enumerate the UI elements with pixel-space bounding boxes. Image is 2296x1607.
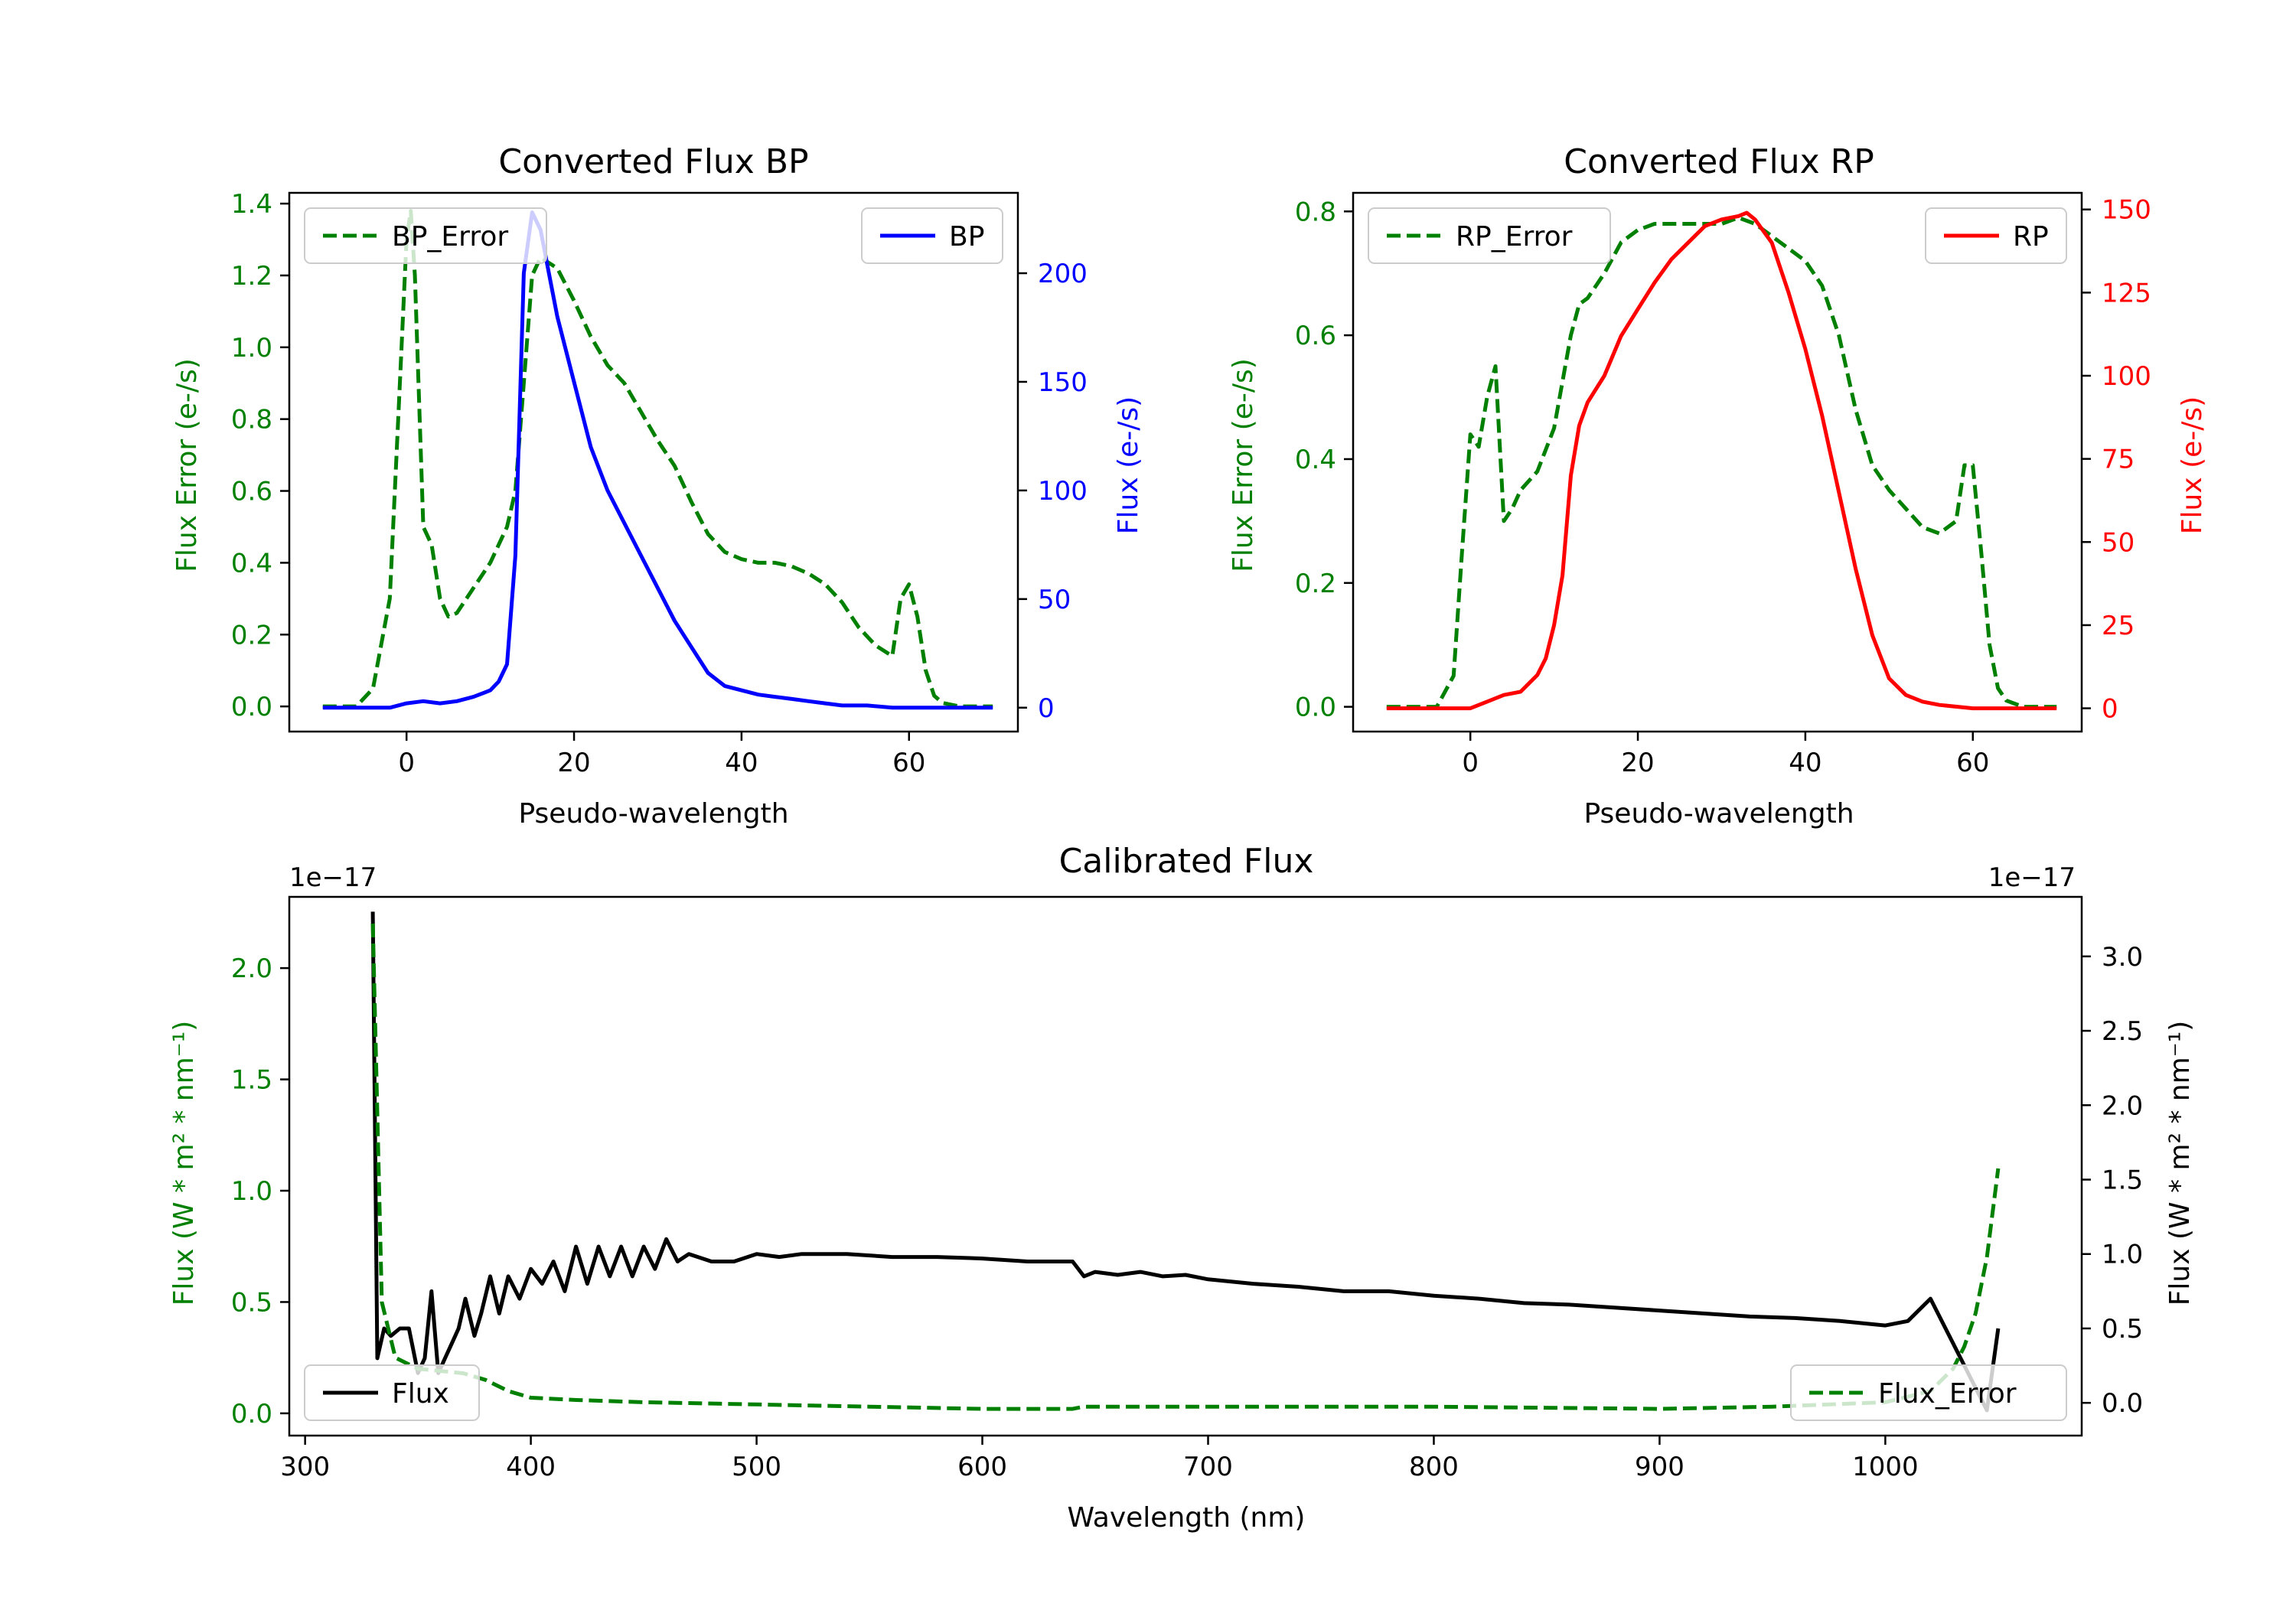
chart-rp-ytick-left-label: 0.8 — [1295, 197, 1336, 227]
chart-rp-series-rp — [1386, 210, 2057, 711]
chart-bp-plot: 0 20 40 60 0.0 0.2 0.4 0.6 0.8 1.0 1.2 1.4 0 50 100 150… — [231, 189, 1088, 778]
chart-bp-legend-bp-error: BP_Error — [304, 207, 547, 264]
chart-rp-xtick-label: 0 — [1462, 748, 1479, 778]
chart-bp-ytick-left-label: 0.2 — [231, 620, 272, 650]
legend-label: RP_Error — [1456, 221, 1573, 253]
chart-calibrated-ytick-right-label: 0.0 — [2102, 1388, 2143, 1419]
chart-rp-ytick-left-label: 0.4 — [1295, 445, 1336, 475]
chart-calibrated-ytick-right-label: 1.0 — [2102, 1240, 2143, 1270]
legend-box — [304, 1364, 480, 1421]
chart-rp-frame — [1352, 191, 2083, 733]
chart-calibrated-xtick-label: 300 — [280, 1452, 330, 1482]
chart-bp-ytick-right-label: 0 — [1038, 693, 1055, 724]
legend-box — [1368, 207, 1611, 264]
chart-rp-ytick-left-label: 0.0 — [1295, 693, 1336, 723]
chart-rp-legend-rp-error: RP_Error — [1368, 207, 1611, 264]
chart-bp-ylabel-right: Flux (e-/s) — [1113, 396, 1144, 534]
legend-box — [1790, 1364, 2067, 1421]
chart-bp-frame — [288, 191, 1019, 733]
chart-bp-ytick-left-label: 0.4 — [231, 548, 272, 579]
chart-calibrated-ylabel-right: Flux (W * m² * nm⁻¹) — [2164, 1021, 2196, 1306]
chart-rp-ytick-right-label: 75 — [2102, 445, 2135, 475]
chart-calibrated-title: Calibrated Flux — [1059, 842, 1314, 881]
chart-calibrated-ytick-right-label: 2.0 — [2102, 1090, 2143, 1121]
chart-bp-series-bp — [322, 210, 993, 710]
chart-bp-title: Converted Flux BP — [498, 142, 808, 181]
legend-label: Flux_Error — [1878, 1378, 2017, 1410]
chart-rp: Converted Flux RP 0 20 40 60 0.0 0.2 0.4 0.6 0.8… — [1228, 142, 2208, 830]
chart-rp-xtick-label: 40 — [1789, 748, 1821, 778]
chart-rp-title: Converted Flux RP — [1564, 142, 1874, 181]
chart-bp-ytick-left-label: 0.6 — [231, 477, 272, 507]
chart-bp-ytick-left-label: 0.8 — [231, 405, 272, 435]
legend-box — [304, 207, 547, 264]
chart-calibrated-ytick-left-label: 0.0 — [231, 1399, 272, 1429]
legend-label: RP — [2013, 221, 2049, 253]
chart-calibrated-plot: 300 400 500 600 700 800 900 1000 0.0 0.5 1.0 1.5 2.0… — [231, 895, 2143, 1482]
chart-bp-ytick-left-label: 1.4 — [231, 189, 272, 220]
chart-bp-ytick-right-label: 100 — [1038, 476, 1088, 507]
chart-calibrated-frame — [288, 895, 2083, 1437]
chart-rp-xtick-label: 60 — [1956, 748, 1989, 778]
chart-bp-xtick-label: 60 — [892, 748, 925, 778]
chart-calibrated-ytick-right-label: 0.5 — [2102, 1314, 2143, 1345]
chart-bp-legend-bp: BP — [861, 207, 1003, 264]
chart-calibrated-ytick-left-label: 0.5 — [231, 1287, 272, 1318]
chart-bp-xlabel: Pseudo-wavelength — [518, 798, 788, 830]
legend-label: BP_Error — [392, 221, 508, 253]
chart-calibrated-xtick-label: 800 — [1409, 1452, 1459, 1482]
chart-calibrated-offset-left: 1e−17 — [289, 862, 377, 893]
legend-label: Flux — [392, 1378, 449, 1410]
chart-rp-ylabel-left: Flux Error (e-/s) — [1228, 358, 1259, 572]
chart-rp-ytick-right-label: 25 — [2102, 611, 2135, 641]
chart-bp-xtick-label: 20 — [557, 748, 590, 778]
chart-calibrated-xtick-label: 700 — [1183, 1452, 1233, 1482]
chart-rp-ytick-left-label: 0.2 — [1295, 569, 1336, 599]
chart-bp: Converted Flux BP 0 20 40 60 0.0 0.2 0.4 0.6 0.8… — [171, 142, 1144, 830]
chart-rp-ytick-right-label: 50 — [2102, 527, 2135, 558]
chart-calibrated-xtick-label: 900 — [1635, 1452, 1684, 1482]
chart-rp-legend-rp: RP — [1925, 207, 2067, 264]
chart-bp-xtick-label: 40 — [725, 748, 758, 778]
chart-bp-ytick-left-label: 1.2 — [231, 261, 272, 292]
chart-bp-ytick-right-label: 50 — [1038, 585, 1071, 615]
chart-bp-ytick-left-label: 0.0 — [231, 692, 272, 722]
chart-rp-xlabel: Pseudo-wavelength — [1583, 798, 1854, 830]
chart-rp-series-rp-error — [1386, 215, 2057, 709]
chart-bp-ytick-right-label: 150 — [1038, 367, 1088, 398]
chart-bp-xtick-label: 0 — [398, 748, 415, 778]
chart-calibrated-ytick-right-label: 3.0 — [2102, 942, 2143, 973]
chart-calibrated-xtick-label: 600 — [957, 1452, 1007, 1482]
chart-rp-xtick-label: 20 — [1621, 748, 1654, 778]
chart-rp-ytick-right-label: 0 — [2102, 694, 2118, 725]
chart-bp-series-bp-error — [322, 209, 993, 709]
chart-calibrated-xtick-label: 500 — [732, 1452, 781, 1482]
chart-bp-ytick-left-label: 1.0 — [231, 333, 272, 363]
chart-calibrated-xtick-label: 400 — [506, 1452, 556, 1482]
chart-bp-ylabel-left: Flux Error (e-/s) — [171, 358, 203, 572]
chart-calibrated-series-flux — [370, 911, 2001, 1413]
chart-calibrated-ytick-left-label: 1.0 — [231, 1176, 272, 1207]
chart-rp-ylabel-right: Flux (e-/s) — [2177, 396, 2208, 534]
chart-rp-ytick-right-label: 125 — [2102, 278, 2151, 308]
chart-calibrated-ytick-right-label: 2.5 — [2102, 1016, 2143, 1047]
chart-rp-ytick-right-label: 150 — [2102, 195, 2151, 226]
chart-bp-ytick-right-label: 200 — [1038, 259, 1088, 289]
chart-calibrated-ylabel-left: Flux (W * m² * nm⁻¹) — [168, 1021, 200, 1306]
chart-calibrated-legend-flux-error: Flux_Error — [1790, 1364, 2067, 1421]
chart-rp-ytick-right-label: 100 — [2102, 361, 2151, 392]
chart-rp-ytick-left-label: 0.6 — [1295, 321, 1336, 351]
chart-calibrated-ytick-left-label: 2.0 — [231, 953, 272, 984]
chart-calibrated-xlabel: Wavelength (nm) — [1068, 1502, 1306, 1534]
chart-rp-plot: 0 20 40 60 0.0 0.2 0.4 0.6 0.8 0 25 50 75 100 125 150 RP… — [1295, 191, 2151, 778]
chart-calibrated-ytick-left-label: 1.5 — [231, 1065, 272, 1096]
chart-calibrated-offset-right: 1e−17 — [1988, 862, 2076, 893]
legend-label: BP — [949, 221, 984, 253]
chart-calibrated-legend-flux: Flux — [304, 1364, 480, 1421]
chart-calibrated-xtick-label: 1000 — [1852, 1452, 1919, 1482]
chart-calibrated-ytick-right-label: 1.5 — [2102, 1165, 2143, 1196]
chart-calibrated: Calibrated Flux 300 400 500 600 700 800 900 100… — [168, 842, 2196, 1534]
